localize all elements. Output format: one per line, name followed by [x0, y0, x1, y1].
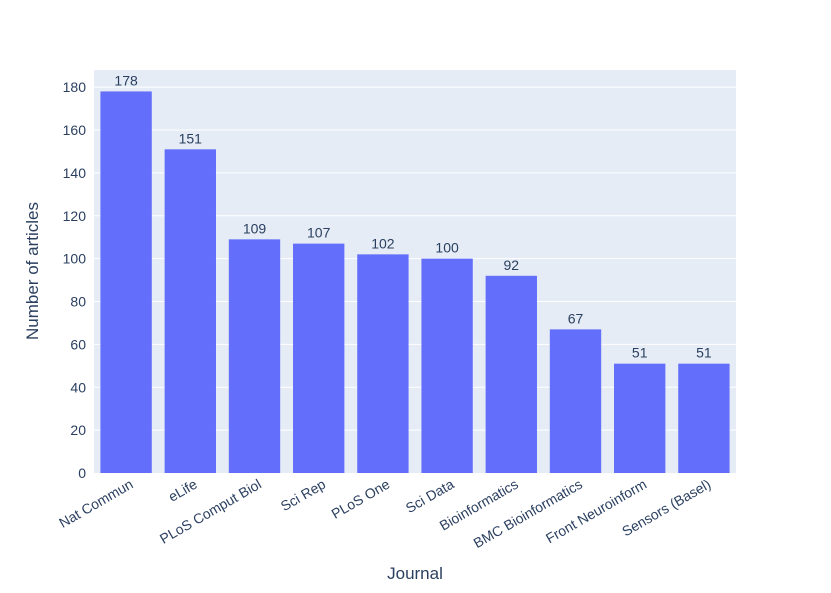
bar[interactable] — [228, 239, 281, 473]
y-tick-label: 0 — [78, 465, 86, 481]
y-axis-ticks: 0 20 40 60 80 100 120 140 160 180 — [63, 79, 87, 481]
bar[interactable] — [549, 329, 602, 473]
x-tick-label: eLife — [166, 476, 200, 505]
y-tick-label: 20 — [70, 422, 86, 438]
bar[interactable] — [421, 258, 473, 473]
x-tick-label: Nat Commun — [56, 476, 135, 531]
x-axis-title: Journal — [387, 564, 443, 583]
y-tick-label: 60 — [70, 336, 86, 352]
bars — [100, 91, 730, 474]
bar[interactable] — [100, 91, 152, 474]
bar-data-label: 100 — [435, 240, 459, 256]
bar[interactable] — [164, 149, 216, 473]
x-tick-label: Sci Data — [403, 476, 457, 516]
bar-data-label: 107 — [307, 225, 331, 241]
bar-data-label: 67 — [568, 310, 584, 326]
bar-data-label: 102 — [371, 235, 395, 251]
x-tick-label: BMC Bioinformatics — [471, 476, 585, 551]
y-tick-label: 80 — [70, 294, 86, 310]
x-tick-label: PLoS One — [328, 476, 392, 522]
bar-data-label: 109 — [243, 220, 267, 236]
y-tick-label: 100 — [63, 251, 87, 267]
y-axis-title: Number of articles — [23, 202, 42, 340]
bar-data-label: 51 — [696, 345, 712, 361]
x-tick-label: Sci Rep — [278, 476, 329, 514]
bar-data-label: 151 — [179, 130, 203, 146]
y-tick-label: 40 — [70, 379, 86, 395]
bar-data-labels: 178 151 109 107 102 100 92 67 51 51 — [114, 72, 711, 360]
bar-data-label: 92 — [504, 257, 520, 273]
bar-data-label: 178 — [114, 72, 138, 88]
bar[interactable] — [357, 254, 409, 473]
y-tick-label: 180 — [63, 79, 87, 95]
bar-data-label: 51 — [632, 345, 648, 361]
bar[interactable] — [614, 363, 666, 473]
bar[interactable] — [678, 363, 730, 473]
bar[interactable] — [485, 275, 537, 473]
y-tick-label: 140 — [63, 165, 87, 181]
y-tick-label: 120 — [63, 208, 87, 224]
bar[interactable] — [293, 243, 345, 473]
y-tick-label: 160 — [63, 122, 87, 138]
